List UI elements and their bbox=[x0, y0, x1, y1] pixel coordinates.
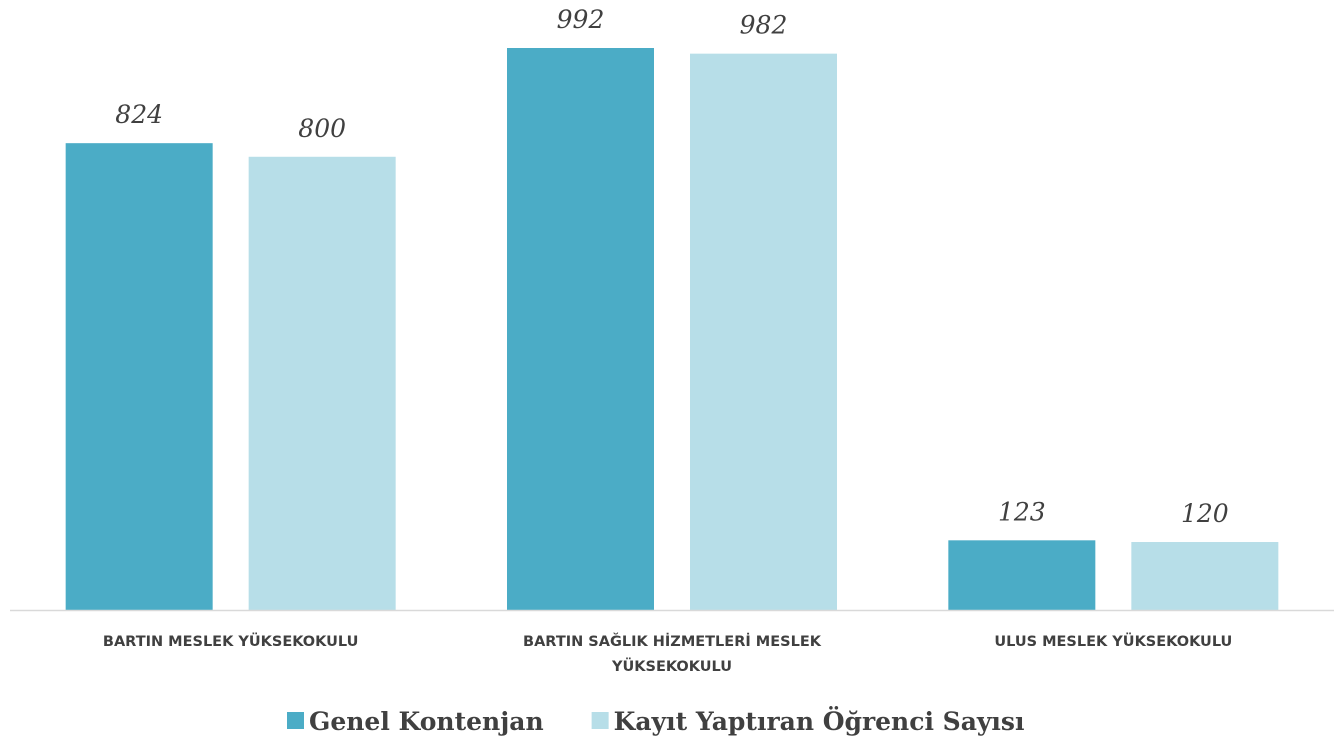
bar bbox=[948, 540, 1096, 610]
bar bbox=[1131, 542, 1279, 610]
value-label: 824 bbox=[115, 100, 163, 129]
bar bbox=[65, 143, 213, 610]
value-label: 992 bbox=[557, 5, 605, 34]
bar bbox=[248, 156, 396, 610]
x-tick-label: BARTIN MESLEK YÜKSEKOKULU bbox=[102, 634, 359, 650]
value-label: 800 bbox=[298, 114, 346, 143]
value-label: 123 bbox=[998, 497, 1046, 526]
legend-swatch bbox=[287, 712, 304, 729]
legend-label: Kayıt Yaptıran Öğrenci Sayısı bbox=[614, 707, 1025, 736]
legend-swatch bbox=[591, 712, 609, 729]
value-label: 120 bbox=[1181, 499, 1229, 528]
legend-label: Genel Kontenjan bbox=[309, 707, 544, 736]
bar bbox=[690, 53, 837, 610]
x-tick-label: BARTIN SAĞLIK HİZMETLERİ MESLEK YÜKSEKOK… bbox=[523, 634, 821, 675]
bar bbox=[507, 48, 654, 610]
x-tick-label: ULUS MESLEK YÜKSEKOKULU bbox=[994, 634, 1233, 650]
value-label: 982 bbox=[740, 11, 788, 40]
